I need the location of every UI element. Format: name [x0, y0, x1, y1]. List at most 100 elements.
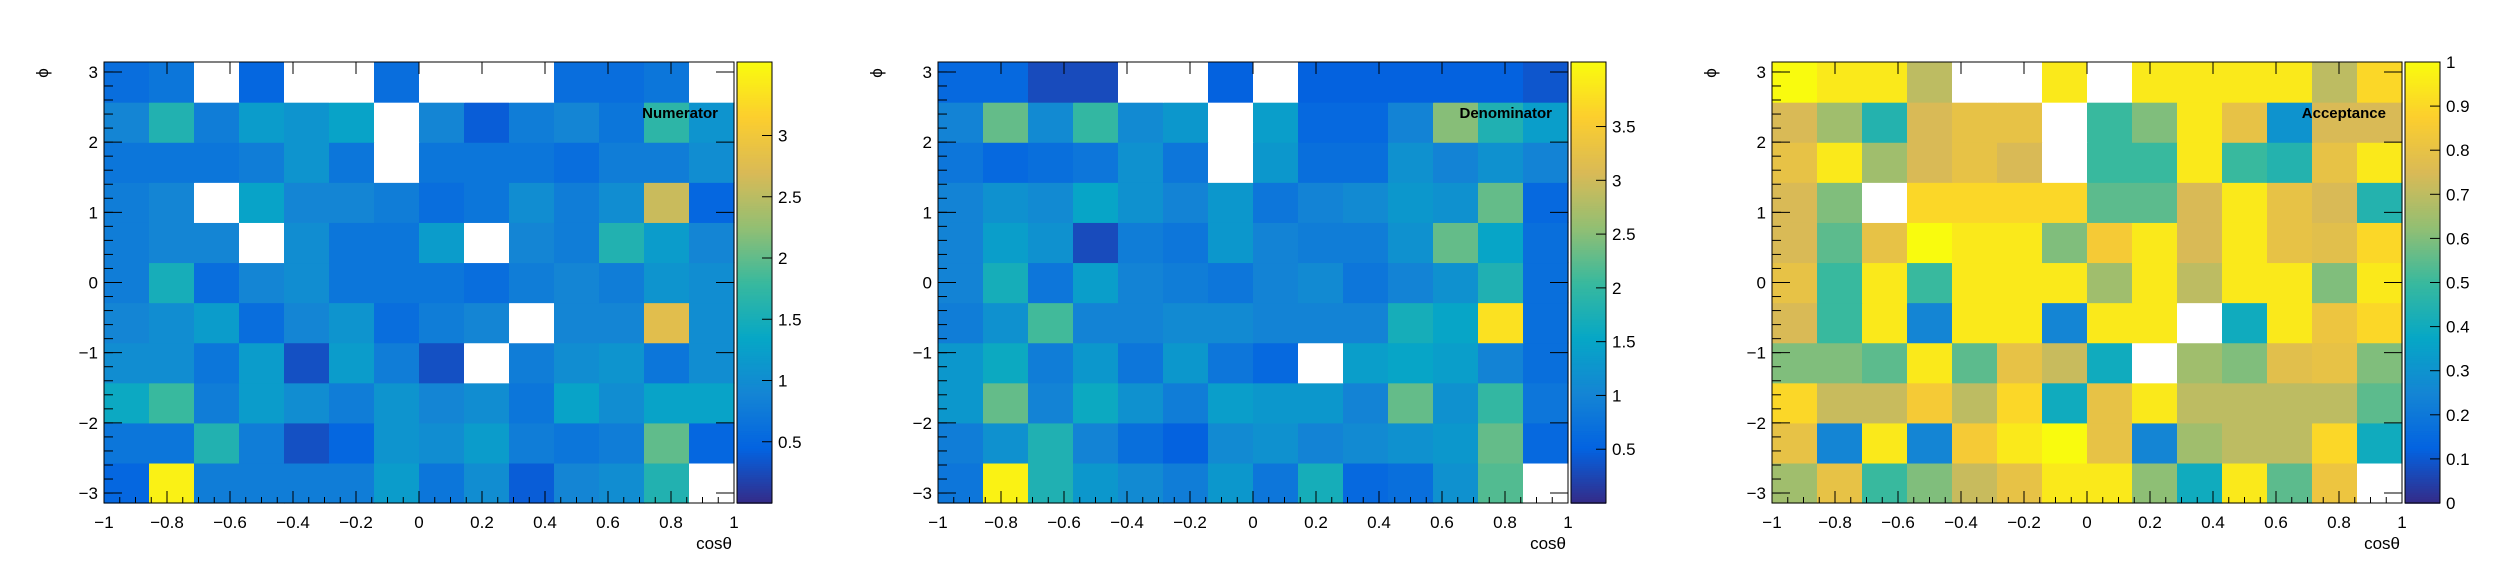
colorbar-segment [2405, 101, 2440, 105]
heatmap-cell [1952, 262, 1998, 304]
colorbar-segment [1571, 355, 1606, 359]
colorbar-segment [2405, 346, 2440, 350]
y-tick-label: 0 [1757, 274, 1766, 293]
colorbar-segment [1571, 465, 1606, 469]
heatmap-cell [2132, 462, 2178, 504]
colorbar-segment [2405, 450, 2440, 454]
colorbar-segment [2405, 441, 2440, 445]
colorbar-segment [1571, 383, 1606, 387]
colorbar-segment [1571, 478, 1606, 482]
heatmap-cell [2087, 222, 2133, 264]
heatmap-cell [1298, 102, 1344, 143]
colorbar-segment [737, 423, 772, 427]
colorbar-segment [737, 64, 772, 68]
colorbar-segment [2405, 236, 2440, 240]
colorbar-segment [1571, 218, 1606, 222]
colorbar-segment [2405, 366, 2440, 370]
heatmap-cell [419, 102, 465, 143]
heatmap-cell [1343, 222, 1389, 264]
colorbar-segment [1571, 467, 1606, 471]
colorbar-segment [2405, 317, 2440, 321]
heatmap-cell [1478, 142, 1524, 183]
colorbar-segment [737, 134, 772, 138]
colorbar-segment [737, 465, 772, 469]
colorbar-segment [737, 458, 772, 462]
colorbar-segment [2405, 211, 2440, 215]
colorbar-tick-label: 3 [1612, 171, 1621, 190]
heatmap-cell [1907, 262, 1953, 304]
colorbar-segment [2405, 467, 2440, 471]
heatmap-cell [1772, 102, 1818, 143]
colorbar-segment [2405, 458, 2440, 462]
colorbar-segment [2405, 114, 2440, 118]
heatmap-cell [599, 342, 645, 384]
heatmap-cell [2042, 342, 2088, 384]
heatmap-cell [2312, 302, 2358, 344]
colorbar-segment [737, 267, 772, 271]
x-axis-label: cosθ [1530, 534, 1566, 553]
colorbar-tick-label: 2.5 [1612, 225, 1636, 244]
heatmap-cell [1817, 422, 1863, 464]
x-tick-label: 0 [1248, 513, 1257, 532]
colorbar-segment [2405, 423, 2440, 427]
colorbar-segment [2405, 183, 2440, 187]
heatmap-cell [284, 302, 330, 344]
colorbar-segment [1571, 192, 1606, 196]
colorbar-segment [1571, 286, 1606, 290]
colorbar-segment [1571, 388, 1606, 392]
y-tick-label: 1 [89, 203, 98, 222]
heatmap-cell [2177, 342, 2223, 384]
heatmap-cell [1298, 262, 1344, 304]
colorbar-segment [1571, 75, 1606, 79]
colorbar-segment [2405, 97, 2440, 101]
colorbar-tick-label: 3.5 [1612, 118, 1636, 137]
heatmap-cell [374, 462, 420, 504]
colorbar-segment [737, 128, 772, 132]
colorbar-segment [2405, 375, 2440, 379]
x-tick-label: 1 [1563, 513, 1572, 532]
heatmap-cell [329, 222, 375, 264]
colorbar-segment [2405, 170, 2440, 174]
heatmap-cell [1433, 62, 1479, 103]
colorbar-segment [2405, 414, 2440, 418]
heatmap-cell [2312, 102, 2358, 143]
heatmap-cell [2042, 382, 2088, 424]
colorbar-segment [737, 174, 772, 178]
heatmap-cell [2132, 382, 2178, 424]
colorbar-tick-label: 1 [2446, 53, 2455, 72]
colorbar-segment [1571, 207, 1606, 211]
colorbar-segment [1571, 240, 1606, 244]
colorbar-segment [737, 251, 772, 255]
colorbar-tick-label: 0.2 [2446, 406, 2470, 425]
heatmap-cell [644, 462, 690, 504]
heatmap-cell [104, 382, 150, 424]
heatmap-cell [2177, 262, 2223, 304]
colorbar-segment [1571, 331, 1606, 335]
heatmap-cell [1073, 262, 1119, 304]
heatmap-cell [239, 262, 285, 304]
colorbar-segment [737, 253, 772, 257]
colorbar-segment [737, 366, 772, 370]
colorbar-segment [737, 467, 772, 471]
colorbar-segment [1571, 300, 1606, 304]
colorbar-segment [737, 434, 772, 438]
heatmap-cell [1163, 302, 1209, 344]
colorbar-segment [2405, 333, 2440, 337]
heatmap-cell [2312, 342, 2358, 384]
colorbar-segment [1571, 421, 1606, 425]
colorbar-segment [1571, 335, 1606, 339]
heatmap-cell [554, 462, 600, 504]
colorbar-segment [2405, 207, 2440, 211]
colorbar-segment [2405, 229, 2440, 233]
colorbar-segment [1571, 249, 1606, 253]
heatmap-cell [104, 182, 150, 223]
colorbar-segment [737, 136, 772, 140]
colorbar-segment [737, 148, 772, 151]
colorbar-segment [737, 428, 772, 432]
heatmap-cell [1073, 222, 1119, 264]
heatmap-cell [983, 422, 1029, 464]
colorbar-segment [1571, 337, 1606, 341]
colorbar-segment [1571, 370, 1606, 374]
colorbar-segment [1571, 346, 1606, 350]
heatmap-cell [1817, 302, 1863, 344]
